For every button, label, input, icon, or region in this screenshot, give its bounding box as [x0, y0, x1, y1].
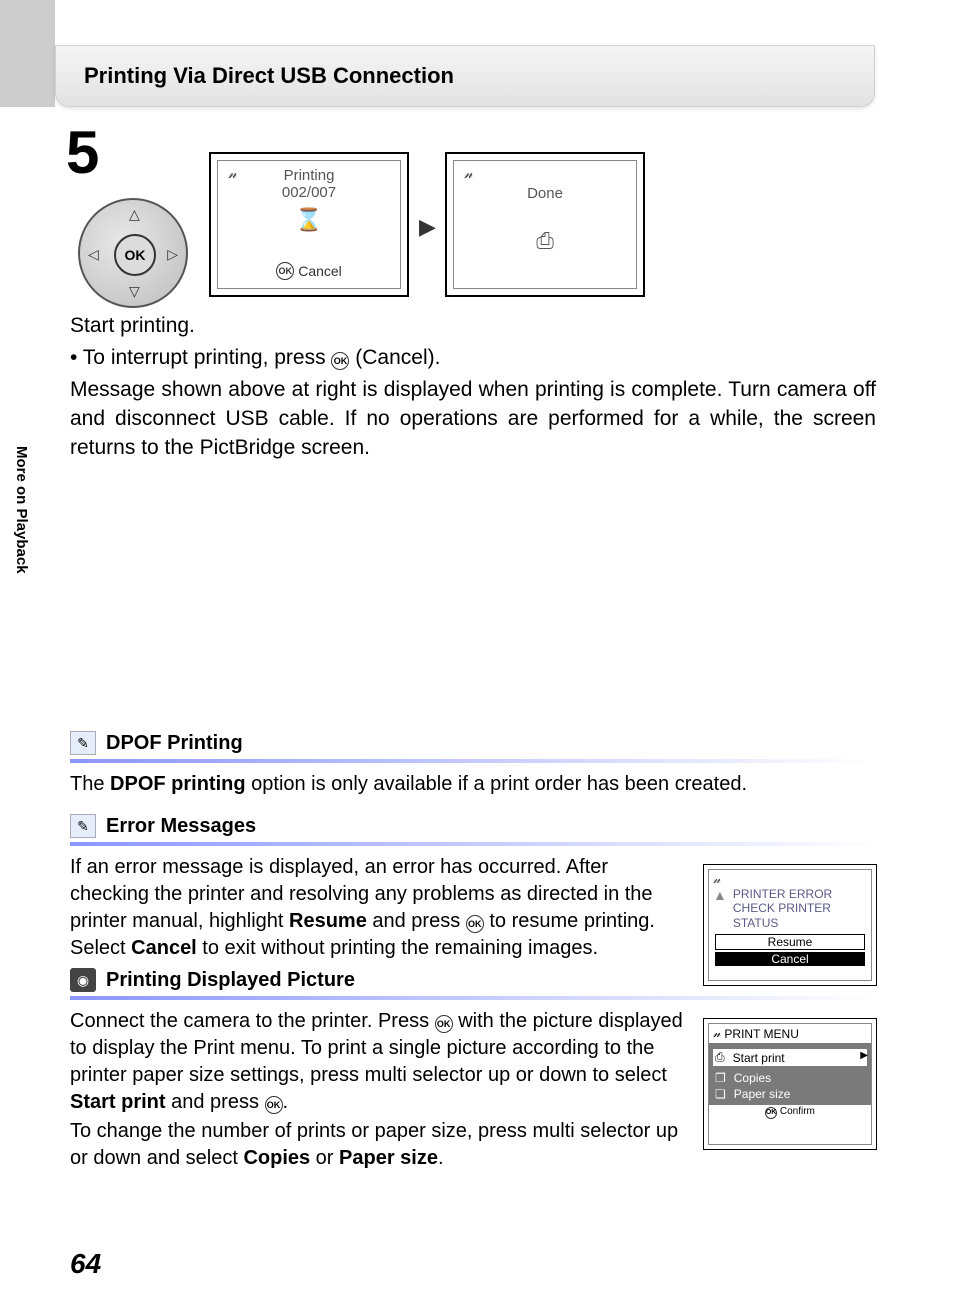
right-triangle-icon: ▷: [167, 246, 178, 263]
menu-start-print: Start print: [733, 1051, 785, 1065]
disp-b2: Copies: [243, 1147, 310, 1169]
err-b2: Cancel: [131, 937, 197, 959]
page-title: Printing Via Direct USB Connection: [84, 63, 454, 89]
note-icon: ✎: [70, 814, 96, 838]
err-line1: PRINTER ERROR: [733, 887, 832, 901]
section-disp-title: Printing Displayed Picture: [106, 969, 355, 992]
side-tab-label: More on Playback: [0, 436, 34, 584]
step-caption: Start printing.: [70, 312, 876, 341]
step-number: 5: [66, 118, 99, 187]
dpof-body-bold: DPOF printing: [110, 773, 246, 795]
err-line3: STATUS: [733, 916, 832, 930]
menu-copies: Copies: [734, 1071, 771, 1085]
err-option-cancel: Cancel: [715, 952, 865, 966]
ok-glyph-icon: OK: [765, 1107, 777, 1119]
ok-glyph-icon: OK: [466, 915, 484, 933]
up-triangle-icon: △: [129, 206, 140, 223]
step-bullet-pre: • To interrupt printing, press: [70, 346, 331, 369]
err-line2: CHECK PRINTER: [733, 901, 832, 915]
step-bullet-post: (Cancel).: [349, 346, 440, 369]
lcd-done-label: Done: [527, 185, 563, 202]
copies-icon: ❐: [715, 1071, 726, 1085]
disp-b3: Paper size: [339, 1147, 438, 1169]
printer-small-icon: ⎙: [715, 1050, 725, 1065]
err-option-resume: Resume: [715, 934, 865, 950]
disp-b1: Start print: [70, 1091, 166, 1113]
note-icon: ✎: [70, 731, 96, 755]
ok-glyph-icon: OK: [435, 1015, 453, 1033]
section-rule: [70, 842, 876, 846]
printer-icon: ⎙: [536, 228, 554, 254]
print-menu-title: PRINT MENU: [724, 1027, 798, 1041]
multi-selector-illustration: △ ▽ ◁ ▷ OK: [78, 198, 188, 308]
step-body-text: Start printing. • To interrupt printing,…: [70, 312, 876, 463]
print-menu-screen: 𝓃 PRINT MENU ⎙ Start print ❐ Copies ❏ Paper…: [703, 1018, 877, 1150]
lcd-printing-label: Printing: [284, 167, 335, 184]
lcd-cancel-label: Cancel: [298, 263, 342, 279]
arrow-right-icon: ▶: [419, 214, 436, 240]
page-title-bar: Printing Via Direct USB Connection: [55, 45, 875, 107]
info-icon: ◉: [70, 968, 96, 992]
lcd-printing-progress: 002/007: [282, 184, 336, 201]
page-number: 64: [70, 1248, 101, 1280]
menu-confirm: Confirm: [780, 1106, 815, 1117]
dpof-body-pre: The: [70, 773, 110, 795]
pictbridge-icon: 𝓃: [464, 167, 473, 183]
paper-size-icon: ❏: [715, 1087, 726, 1101]
pictbridge-icon: 𝓃: [713, 1026, 720, 1041]
err-b1: Resume: [289, 910, 367, 932]
disp-p1c: and press: [166, 1091, 265, 1113]
section-dpof-title: DPOF Printing: [106, 732, 243, 755]
ok-glyph-icon: OK: [265, 1096, 283, 1114]
lcd-printing-screen: 𝓃 Printing 002/007 ⌛ OK Cancel: [209, 152, 409, 297]
disp-p2c: .: [438, 1147, 444, 1169]
pictbridge-icon: 𝓃: [713, 872, 720, 887]
disp-p2b: or: [310, 1147, 339, 1169]
warning-icon: ▲: [713, 887, 727, 930]
disp-p1a: Connect the camera to the printer. Press: [70, 1010, 435, 1032]
section-err-title: Error Messages: [106, 815, 256, 838]
dpof-body-post: option is only available if a print orde…: [246, 773, 747, 795]
left-margin-tab-stub: [0, 0, 55, 107]
section-rule: [70, 996, 876, 1000]
section-rule: [70, 759, 876, 763]
menu-paper-size: Paper size: [734, 1087, 791, 1101]
down-triangle-icon: ▽: [129, 283, 140, 300]
left-triangle-icon: ◁: [88, 246, 99, 263]
err-p2: and press: [367, 910, 466, 932]
err-p4: to exit without printing the remaining i…: [197, 937, 598, 959]
ok-button-icon: OK: [114, 234, 156, 276]
lcd-done-screen: 𝓃 Done ⎙: [445, 152, 645, 297]
hourglass-icon: ⌛: [295, 207, 322, 233]
ok-glyph-icon: OK: [331, 352, 349, 370]
ok-glyph-icon: OK: [276, 262, 294, 280]
pictbridge-icon: 𝓃: [228, 167, 237, 183]
step-paragraph: Message shown above at right is displaye…: [70, 376, 876, 463]
section-dpof: ✎ DPOF Printing The DPOF printing option…: [70, 731, 876, 798]
disp-p1d: .: [283, 1091, 289, 1113]
